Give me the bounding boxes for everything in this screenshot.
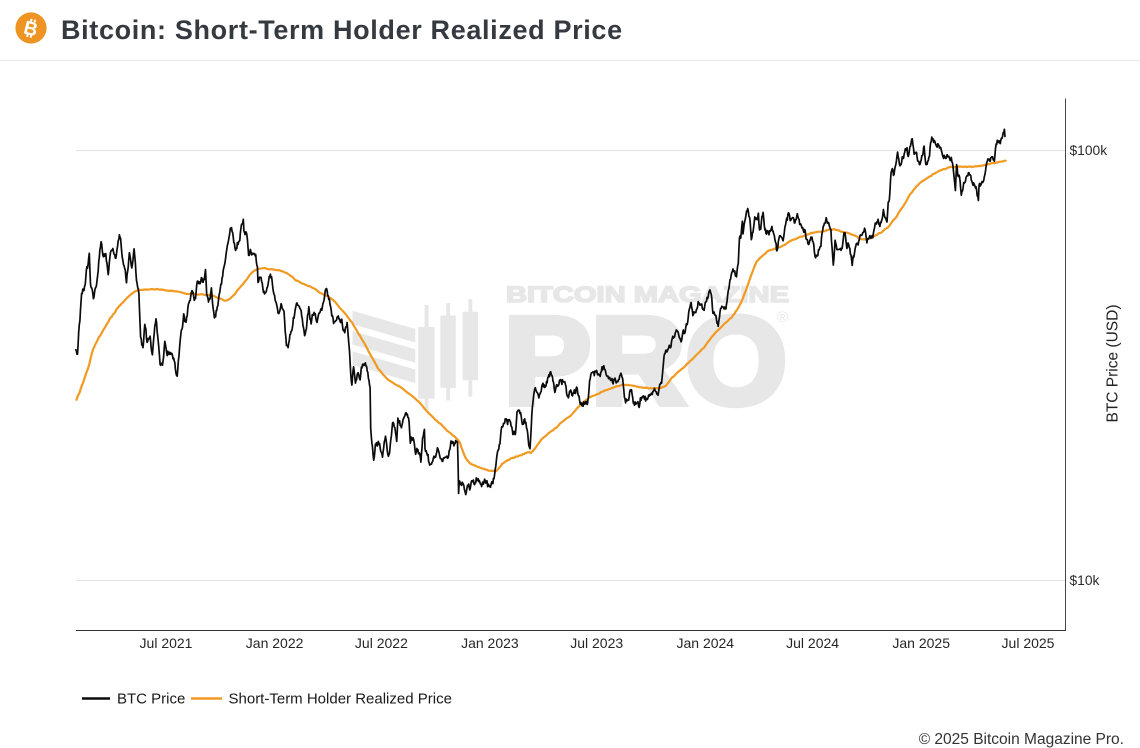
svg-text:© 2025 Bitcoin Magazine Pro.: © 2025 Bitcoin Magazine Pro. <box>919 731 1124 748</box>
svg-text:Jan 2025: Jan 2025 <box>892 635 950 651</box>
svg-text:$10k: $10k <box>1070 573 1100 588</box>
svg-text:Jan 2023: Jan 2023 <box>461 635 519 651</box>
svg-text:Jul 2022: Jul 2022 <box>355 635 408 651</box>
svg-text:BTC Price (USD): BTC Price (USD) <box>1105 305 1122 423</box>
svg-text:Jan 2022: Jan 2022 <box>246 635 304 651</box>
svg-text:Jan 2024: Jan 2024 <box>676 635 734 651</box>
svg-text:Short-Term Holder Realized Pri: Short-Term Holder Realized Price <box>229 691 452 708</box>
svg-text:BTC Price: BTC Price <box>117 691 185 708</box>
svg-text:Jul 2021: Jul 2021 <box>140 635 193 651</box>
svg-text:$100k: $100k <box>1070 143 1108 158</box>
svg-text:PRO: PRO <box>504 293 787 431</box>
svg-text:Jul 2024: Jul 2024 <box>786 635 839 651</box>
svg-text:Jul 2025: Jul 2025 <box>1002 635 1055 651</box>
svg-text:B: B <box>21 18 39 42</box>
svg-text:Jul 2023: Jul 2023 <box>570 635 623 651</box>
svg-text:®: ® <box>777 309 788 326</box>
